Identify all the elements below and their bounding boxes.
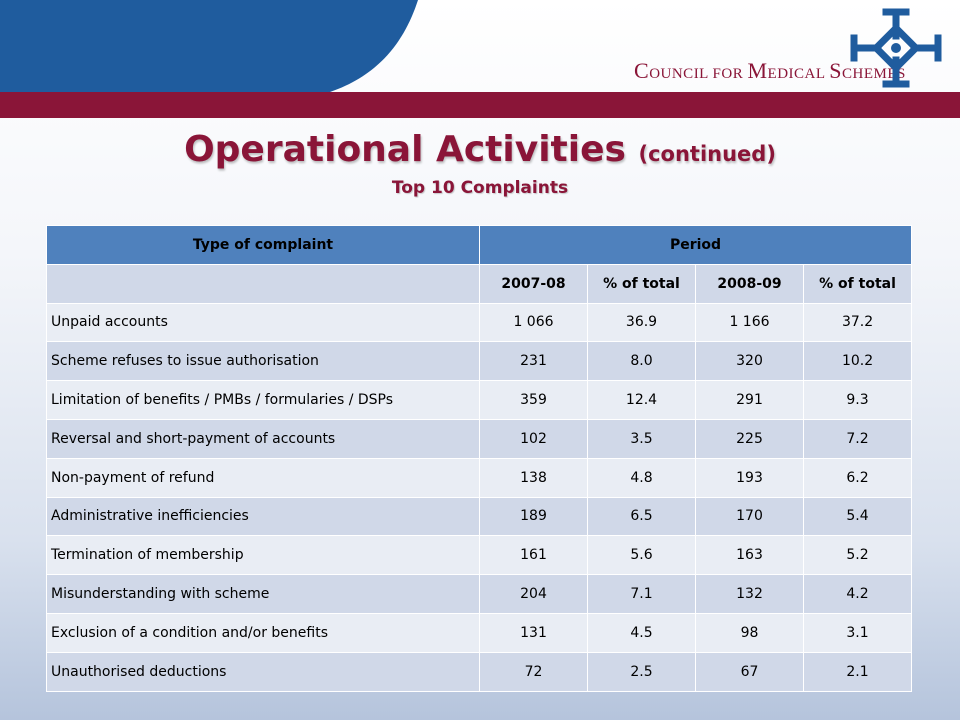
header-swoosh	[0, 0, 418, 92]
table-row: Limitation of benefits / PMBs / formular…	[46, 380, 913, 420]
pct-2007-08: 36.9	[587, 302, 696, 343]
table-subheader-row: 2007-08 % of total 2008-09 % of total	[46, 263, 913, 304]
slide-title: Operational Activities (continued)	[184, 129, 776, 170]
subheader-2008-09: 2008-09	[695, 263, 804, 304]
count-2007-08: 138	[479, 457, 588, 498]
pct-2008-09: 7.2	[802, 418, 913, 459]
subheader-blank	[46, 263, 480, 304]
column-header-period: Period	[478, 225, 913, 265]
complaint-type: Unauthorised deductions	[46, 651, 480, 692]
count-2007-08: 1 066	[479, 302, 588, 343]
table-row: Scheme refuses to issue authorisation 23…	[46, 341, 913, 382]
pct-2008-09: 6.2	[802, 457, 913, 498]
count-2007-08: 72	[479, 651, 588, 692]
count-2008-09: 67	[695, 651, 804, 692]
pct-2007-08: 7.1	[587, 574, 696, 614]
table-row: Non-payment of refund 138 4.8 193 6.2	[46, 457, 913, 498]
complaint-type: Scheme refuses to issue authorisation	[46, 341, 480, 382]
table-row: Exclusion of a condition and/or benefits…	[46, 612, 913, 653]
count-2007-08: 204	[479, 574, 588, 614]
count-2007-08: 161	[479, 535, 588, 576]
column-header-type: Type of complaint	[46, 225, 480, 265]
count-2008-09: 291	[695, 380, 804, 420]
complaint-type: Reversal and short-payment of accounts	[46, 418, 480, 459]
pct-2008-09: 37.2	[802, 302, 913, 343]
pct-2007-08: 5.6	[587, 535, 696, 576]
council-logo-icon	[850, 8, 942, 88]
slide-title-block: Operational Activities (continued) Top 1…	[0, 128, 960, 198]
pct-2008-09: 4.2	[802, 574, 913, 614]
complaint-type: Unpaid accounts	[46, 302, 480, 343]
count-2007-08: 131	[479, 612, 588, 653]
table-row: Administrative inefficiencies 189 6.5 17…	[46, 496, 913, 537]
count-2008-09: 170	[695, 496, 804, 537]
subheader-pct-2: % of total	[802, 263, 913, 304]
count-2007-08: 359	[479, 380, 588, 420]
pct-2007-08: 4.5	[587, 612, 696, 653]
table-row: Misunderstanding with scheme 204 7.1 132…	[46, 574, 913, 614]
complaint-type: Exclusion of a condition and/or benefits	[46, 612, 480, 653]
complaint-type: Non-payment of refund	[46, 457, 480, 498]
pct-2007-08: 6.5	[587, 496, 696, 537]
pct-2008-09: 5.4	[802, 496, 913, 537]
pct-2007-08: 2.5	[587, 651, 696, 692]
count-2008-09: 132	[695, 574, 804, 614]
slide-subtitle: Top 10 Complaints	[391, 178, 569, 198]
count-2008-09: 193	[695, 457, 804, 498]
organisation-name: COUNCIL FOR MEDICAL SCHEMES	[634, 58, 906, 83]
table-row: Unauthorised deductions 72 2.5 67 2.1	[46, 651, 913, 692]
table-row: Termination of membership 161 5.6 163 5.…	[46, 535, 913, 576]
count-2007-08: 102	[479, 418, 588, 459]
complaint-type: Misunderstanding with scheme	[46, 574, 480, 614]
pct-2008-09: 3.1	[802, 612, 913, 653]
complaint-type: Limitation of benefits / PMBs / formular…	[46, 380, 480, 420]
pct-2007-08: 3.5	[587, 418, 696, 459]
complaint-type: Administrative inefficiencies	[46, 496, 480, 537]
pct-2007-08: 4.8	[587, 457, 696, 498]
count-2007-08: 231	[479, 341, 588, 382]
table-row: Unpaid accounts 1 066 36.9 1 166 37.2	[46, 302, 913, 343]
count-2008-09: 1 166	[695, 302, 804, 343]
table-row: Reversal and short-payment of accounts 1…	[46, 418, 913, 459]
count-2007-08: 189	[479, 496, 588, 537]
count-2008-09: 225	[695, 418, 804, 459]
subheader-pct-1: % of total	[587, 263, 696, 304]
table-header-row: Type of complaint Period	[46, 225, 913, 265]
complaint-type: Termination of membership	[46, 535, 480, 576]
complaints-table: Type of complaint Period 2007-08 % of to…	[46, 225, 913, 692]
pct-2008-09: 9.3	[802, 380, 913, 420]
count-2008-09: 320	[695, 341, 804, 382]
pct-2008-09: 10.2	[802, 341, 913, 382]
pct-2007-08: 12.4	[587, 380, 696, 420]
count-2008-09: 163	[695, 535, 804, 576]
count-2008-09: 98	[695, 612, 804, 653]
pct-2008-09: 5.2	[802, 535, 913, 576]
pct-2008-09: 2.1	[802, 651, 913, 692]
header-band	[0, 92, 960, 118]
subheader-2007-08: 2007-08	[479, 263, 588, 304]
pct-2007-08: 8.0	[587, 341, 696, 382]
